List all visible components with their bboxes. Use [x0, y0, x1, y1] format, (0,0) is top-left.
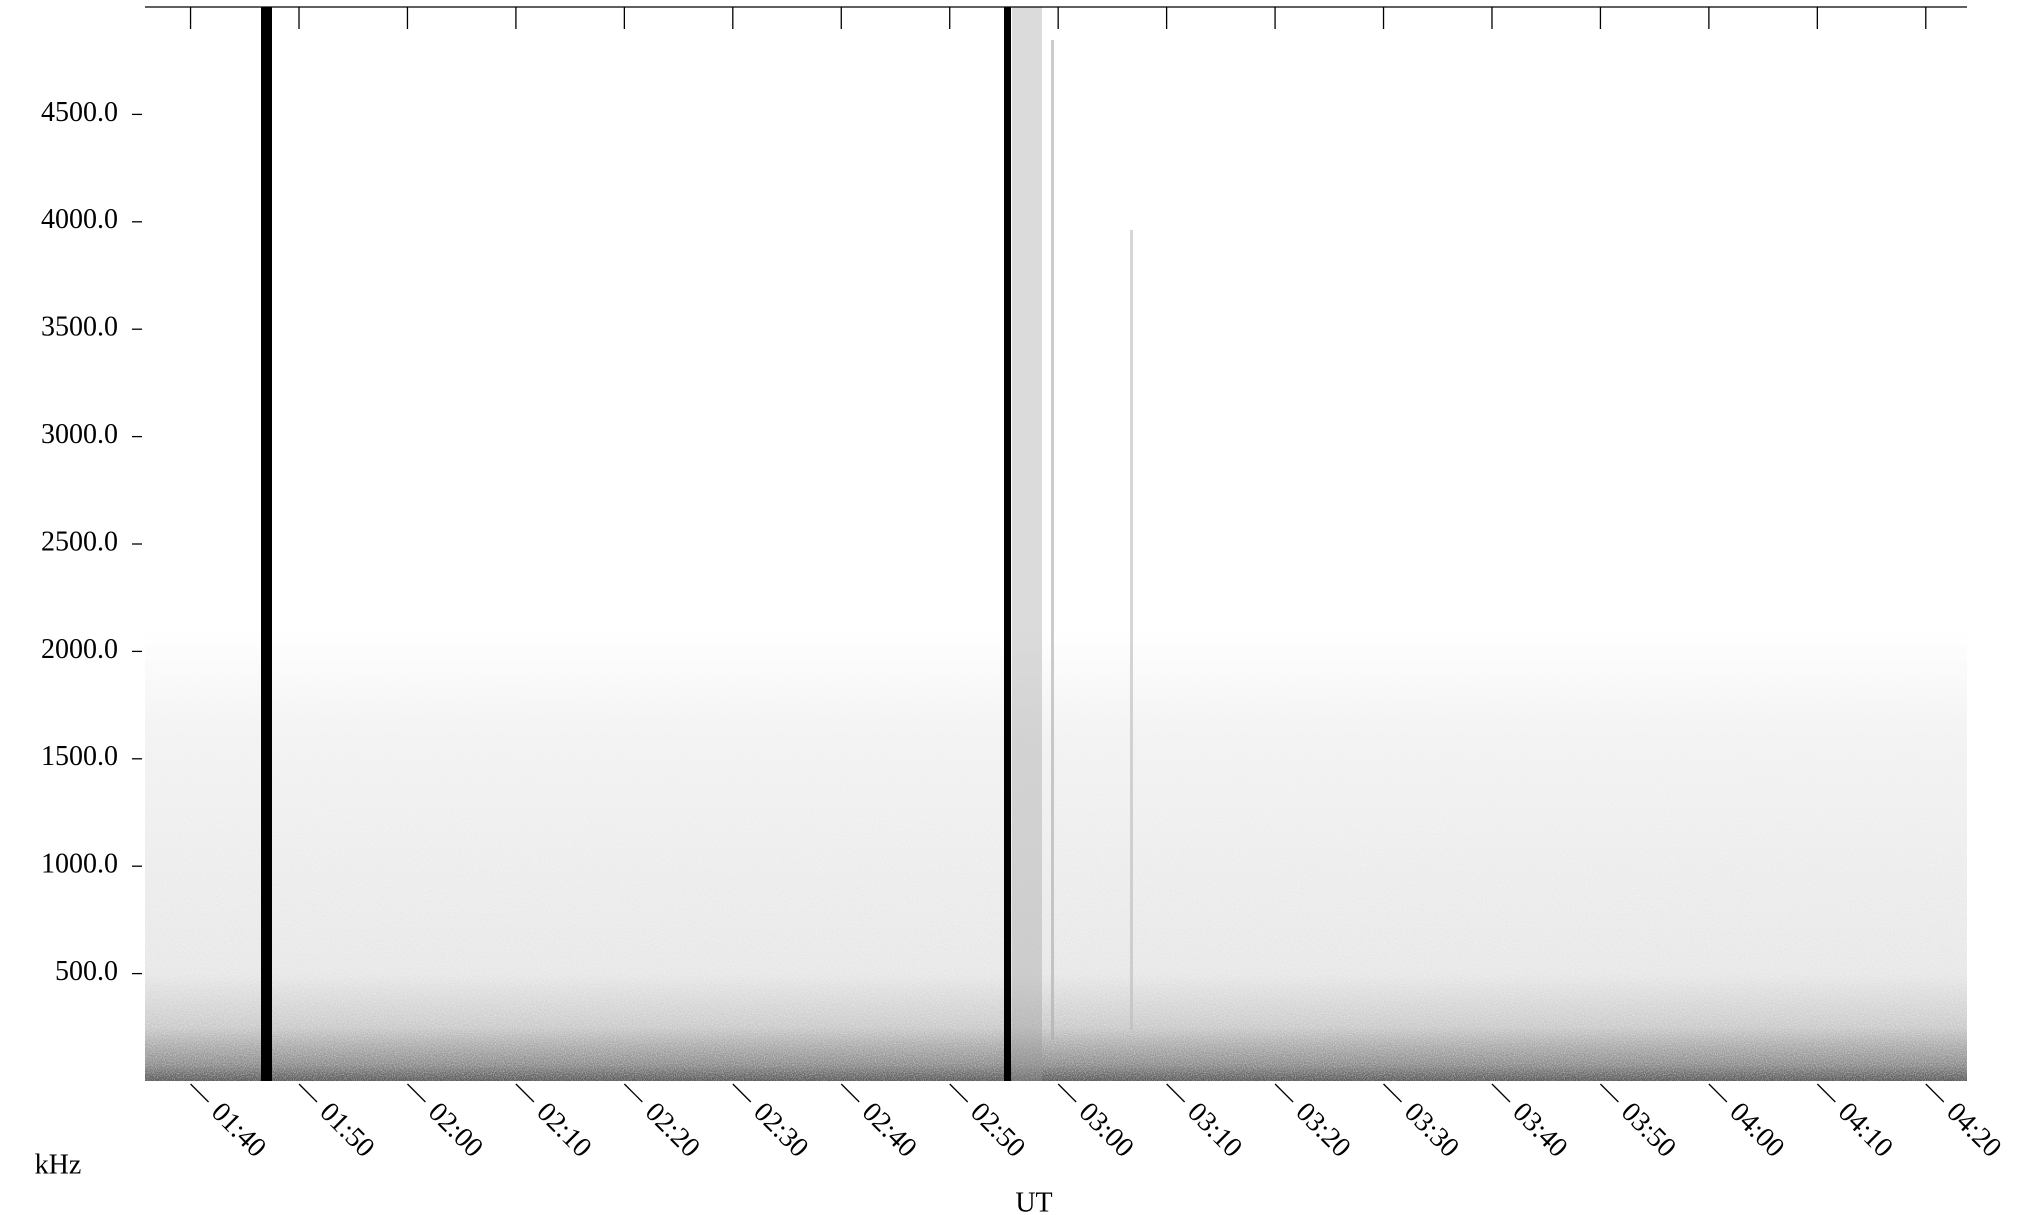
x-tick-label: 04:10 — [1832, 1097, 1899, 1164]
x-tick — [840, 1083, 860, 1103]
x-tick — [732, 1083, 752, 1103]
burst-streak — [1130, 230, 1133, 1030]
x-tick-label: 02:30 — [747, 1097, 814, 1164]
x-tick — [1708, 1083, 1728, 1103]
x-tick — [1057, 1083, 1077, 1103]
x-tick-label: 03:10 — [1181, 1097, 1248, 1164]
burst-haze — [1012, 7, 1042, 1081]
y-tick-label: 3500.0 — [41, 312, 118, 343]
y-tick-label: 1000.0 — [41, 849, 118, 880]
y-tick-label: 500.0 — [55, 956, 118, 987]
x-tick — [1491, 1083, 1511, 1103]
x-tick-label: 03:20 — [1290, 1097, 1357, 1164]
x-tick — [298, 1083, 318, 1103]
y-tick-label: 2000.0 — [41, 634, 118, 665]
y-tick-label: 2500.0 — [41, 526, 118, 557]
y-tick-label: 4000.0 — [41, 204, 118, 235]
y-tick-label: 3000.0 — [41, 419, 118, 450]
x-axis-label: UT — [1015, 1187, 1052, 1215]
x-tick-label: 02:50 — [964, 1097, 1031, 1164]
x-tick — [1274, 1083, 1294, 1103]
spectrum-noise — [145, 7, 1967, 1081]
x-tick-label: 04:20 — [1940, 1097, 2007, 1164]
x-tick — [1816, 1083, 1836, 1103]
x-tick — [406, 1083, 426, 1103]
x-tick-label: 03:00 — [1073, 1097, 1140, 1164]
x-tick-label: 03:50 — [1615, 1097, 1682, 1164]
x-tick-label: 02:00 — [422, 1097, 489, 1164]
data-gap-band — [261, 7, 272, 1081]
x-tick — [1599, 1083, 1619, 1103]
x-tick-label: 02:10 — [530, 1097, 597, 1164]
x-tick-label: 03:40 — [1506, 1097, 1573, 1164]
x-tick — [949, 1083, 969, 1103]
x-tick-label: 01:50 — [314, 1097, 381, 1164]
x-tick-label: 04:00 — [1723, 1097, 1790, 1164]
x-tick-label: 02:40 — [856, 1097, 923, 1164]
spectrogram-image — [145, 7, 1967, 1081]
burst-streak — [1051, 40, 1054, 1040]
x-tick — [515, 1083, 535, 1103]
y-axis-label: kHz — [35, 1149, 82, 1180]
data-gap-band — [1004, 7, 1011, 1081]
x-tick-label: 01:40 — [205, 1097, 272, 1164]
y-tick-label: 4500.0 — [41, 97, 118, 128]
x-tick — [623, 1083, 643, 1103]
x-tick — [190, 1083, 210, 1103]
x-tick-label: 03:30 — [1398, 1097, 1465, 1164]
x-tick — [1925, 1083, 1945, 1103]
x-tick-label: 02:20 — [639, 1097, 706, 1164]
x-tick — [1166, 1083, 1186, 1103]
y-tick-label: 1500.0 — [41, 741, 118, 772]
x-tick — [1383, 1083, 1402, 1103]
